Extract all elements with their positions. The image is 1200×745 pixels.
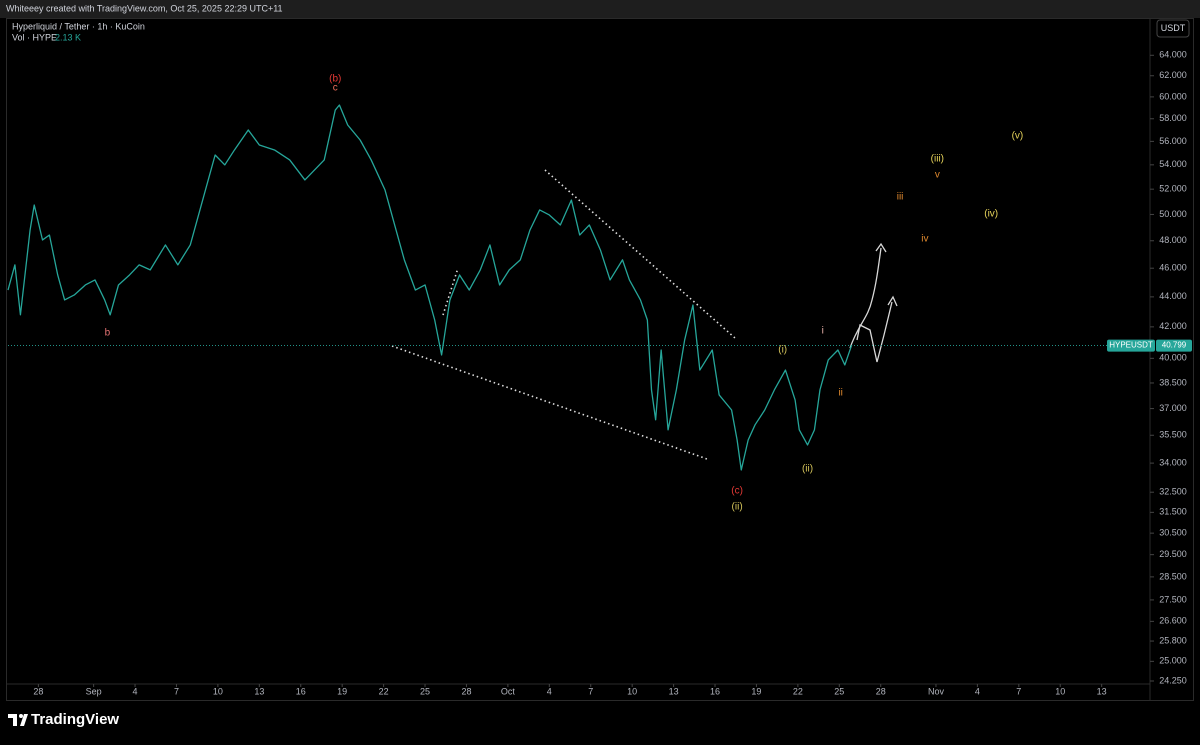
x-tick-label: 4 <box>133 686 138 696</box>
attribution: Whiteeey created with TradingView.com, O… <box>6 3 283 13</box>
y-tick-label: 58.000 <box>1159 113 1187 123</box>
wave-label: (v) <box>1012 131 1024 142</box>
y-tick-label: 25.000 <box>1159 656 1187 666</box>
symbol-info: Hyperliquid / Tether · 1h · KuCoin <box>12 21 145 31</box>
wave-label: c <box>333 83 338 94</box>
y-tick-label: 28.500 <box>1159 571 1187 581</box>
wave-label: (iv) <box>984 209 998 220</box>
logo-icon <box>8 714 28 726</box>
x-tick-label: 16 <box>710 686 720 696</box>
y-tick-label: 37.000 <box>1159 403 1187 413</box>
currency-box[interactable] <box>1156 19 1190 38</box>
y-tick-label: 31.500 <box>1159 507 1187 517</box>
y-tick-label: 29.500 <box>1159 549 1187 559</box>
wave-label: (b) <box>329 74 341 85</box>
projection-arrows <box>849 242 898 363</box>
y-tick-label: 34.000 <box>1159 457 1187 467</box>
x-tick-label: Oct <box>501 686 516 696</box>
upper-trendline <box>544 169 736 339</box>
wave-label: iii <box>897 192 904 203</box>
x-tick-label: 25 <box>420 686 430 696</box>
x-tick-label: 10 <box>1055 686 1065 696</box>
x-tick-label: 13 <box>669 686 679 696</box>
logo-dot <box>19 714 23 718</box>
short-trendline <box>442 267 459 316</box>
wave-label: (c) <box>731 486 743 497</box>
y-tick-label: 38.500 <box>1159 377 1187 387</box>
x-tick-label: 7 <box>588 686 593 696</box>
y-tick-label: 27.500 <box>1159 594 1187 604</box>
x-tick-label: 28 <box>876 686 886 696</box>
wave-label: (i) <box>778 345 787 356</box>
symbol-tag-label: HYPEUSDT <box>1109 341 1153 350</box>
x-tick-label: 28 <box>33 686 43 696</box>
x-tick-label: 10 <box>213 686 223 696</box>
y-tick-label: 46.000 <box>1159 263 1187 273</box>
arrow-head <box>875 242 887 253</box>
x-tick-label: 13 <box>1097 686 1107 696</box>
x-tick-label: 19 <box>337 686 347 696</box>
wave-label: i <box>822 326 824 337</box>
y-tick-label: 30.500 <box>1159 528 1187 538</box>
y-tick-label: 42.000 <box>1159 321 1187 331</box>
x-tick-label: Nov <box>928 686 945 696</box>
y-tick-label: 56.000 <box>1159 136 1187 146</box>
arrow-head <box>887 295 898 307</box>
y-tick-label: 24.250 <box>1159 675 1187 685</box>
y-tick-label: 32.500 <box>1159 487 1187 497</box>
y-tick-label: 40.000 <box>1159 353 1187 363</box>
y-tick-label: 25.800 <box>1159 635 1187 645</box>
volume-value: 2.13 K <box>55 32 81 42</box>
currency[interactable]: USDT <box>1161 23 1186 33</box>
symbol-tag <box>1107 339 1155 352</box>
y-tick-label: 26.600 <box>1159 616 1187 626</box>
x-tick-label: 10 <box>627 686 637 696</box>
price-line <box>7 104 853 471</box>
x-tick-label: 4 <box>547 686 552 696</box>
logo: TradingView <box>8 711 119 728</box>
projection-path <box>856 301 893 363</box>
last-price-label: 40.799 <box>1162 341 1187 350</box>
x-tick-label: 7 <box>174 686 179 696</box>
y-tick-label: 52.000 <box>1159 184 1187 194</box>
last-price-tag <box>1156 339 1192 352</box>
x-tick-label: 7 <box>1016 686 1021 696</box>
y-tick-label: 64.000 <box>1159 50 1187 60</box>
x-tick-label: 4 <box>975 686 980 696</box>
wave-label: (ii) <box>802 464 813 475</box>
wave-label: v <box>935 170 940 181</box>
y-tick-label: 35.500 <box>1159 430 1187 440</box>
wave-label: b <box>105 328 111 339</box>
y-tick-label: 60.000 <box>1159 91 1187 101</box>
x-tick-label: 19 <box>751 686 761 696</box>
y-tick-label: 44.000 <box>1159 291 1187 301</box>
wave-label: ii <box>838 388 842 399</box>
top-bar <box>0 0 1200 18</box>
x-tick-label: 25 <box>834 686 844 696</box>
y-tick-label: 54.000 <box>1159 159 1187 169</box>
y-tick-label: 48.000 <box>1159 235 1187 245</box>
volume-label: Vol · HYPE <box>12 32 57 42</box>
projection-path <box>849 247 882 349</box>
x-tick-label: 28 <box>461 686 471 696</box>
y-tick-label: 50.000 <box>1159 209 1187 219</box>
lower-trendline <box>391 345 708 460</box>
x-tick-label: Sep <box>86 686 102 696</box>
wave-label: (ii) <box>732 501 743 512</box>
x-tick-label: 22 <box>793 686 803 696</box>
x-tick-label: 16 <box>296 686 306 696</box>
trendlines <box>391 169 736 460</box>
logo-text: TradingView <box>31 711 119 728</box>
wave-label: (iii) <box>931 154 944 165</box>
chart-frame <box>6 18 1194 701</box>
x-tick-label: 22 <box>379 686 389 696</box>
wave-label: iv <box>921 234 928 245</box>
x-tick-label: 13 <box>254 686 264 696</box>
y-tick-label: 62.000 <box>1159 70 1187 80</box>
